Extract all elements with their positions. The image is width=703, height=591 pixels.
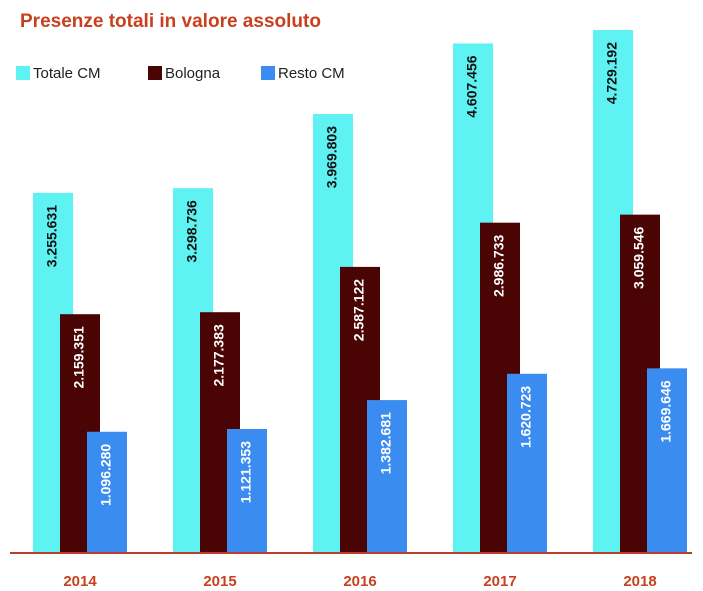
value-label: 2.159.351 [71, 326, 87, 388]
value-label: 1.121.353 [238, 441, 254, 503]
value-label: 1.096.280 [98, 444, 114, 506]
value-label: 2.177.383 [211, 324, 227, 386]
x-tick-label: 2015 [203, 573, 236, 590]
bar [227, 428, 267, 553]
x-tick-label: 2017 [483, 573, 516, 590]
bar [367, 400, 407, 553]
x-tick-label: 2016 [343, 573, 376, 590]
value-label: 4.607.456 [464, 55, 480, 117]
value-label: 2.587.122 [351, 279, 367, 341]
chart-title: Presenze totali in valore assoluto [20, 11, 321, 32]
x-tick-label: 2018 [623, 573, 656, 590]
legend-swatch [16, 66, 30, 80]
value-label: 1.382.681 [378, 412, 394, 474]
bar [87, 431, 127, 553]
bar [647, 368, 687, 553]
value-label: 3.255.631 [44, 205, 60, 267]
value-label: 1.669.646 [658, 380, 674, 442]
value-label: 3.059.546 [631, 226, 647, 288]
bar [507, 373, 547, 553]
legend-swatch [261, 66, 275, 80]
legend-label: Bologna [165, 65, 221, 82]
legend-swatch [148, 66, 162, 80]
value-label: 1.620.723 [518, 386, 534, 448]
x-tick-label: 2014 [63, 573, 97, 590]
value-label: 3.298.736 [184, 200, 200, 262]
value-label: 3.969.803 [324, 126, 340, 188]
value-label: 4.729.192 [604, 42, 620, 104]
legend-label: Totale CM [33, 65, 101, 82]
value-label: 2.986.733 [491, 234, 507, 296]
legend-label: Resto CM [278, 65, 345, 82]
